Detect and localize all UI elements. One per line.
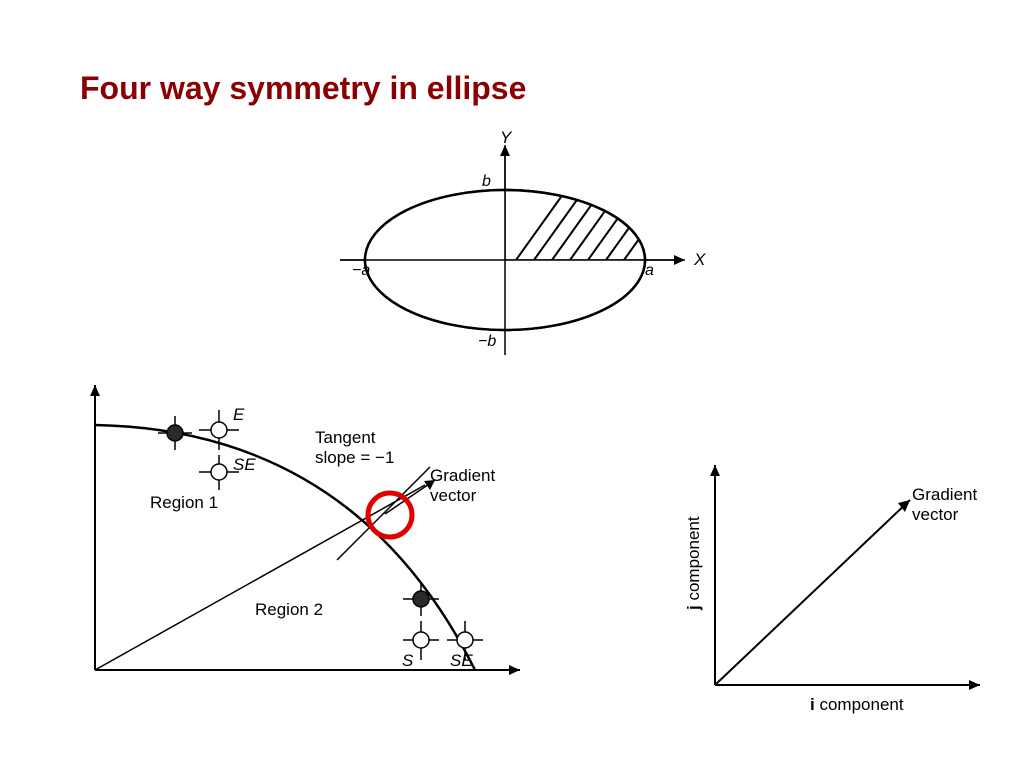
i-component-label: i component xyxy=(810,695,904,715)
tangent-label: Tangent slope = −1 xyxy=(315,428,394,468)
gradient-label-1: Gradient vector xyxy=(430,466,495,506)
region2-label: Region 2 xyxy=(255,600,323,620)
j-component-label: j component xyxy=(684,516,704,610)
y-axis-label: Y xyxy=(500,128,511,148)
minus-b-label: −b xyxy=(478,333,496,351)
gradient-label-2: Gradient vector xyxy=(912,485,977,525)
b-label: b xyxy=(482,173,491,191)
se-label-2: SE xyxy=(450,651,473,671)
a-label: a xyxy=(645,262,654,280)
region1-label: Region 1 xyxy=(150,493,218,513)
highlight-circle xyxy=(368,493,412,537)
x-axis-label: X xyxy=(694,250,705,270)
region-diagram xyxy=(65,370,535,690)
page-title: Four way symmetry in ellipse xyxy=(80,70,526,107)
minus-a-label: −a xyxy=(352,262,370,280)
se-label-1: SE xyxy=(233,455,256,475)
e-label: E xyxy=(233,405,244,425)
s-label: S xyxy=(402,651,413,671)
ellipse-diagram xyxy=(330,130,710,370)
